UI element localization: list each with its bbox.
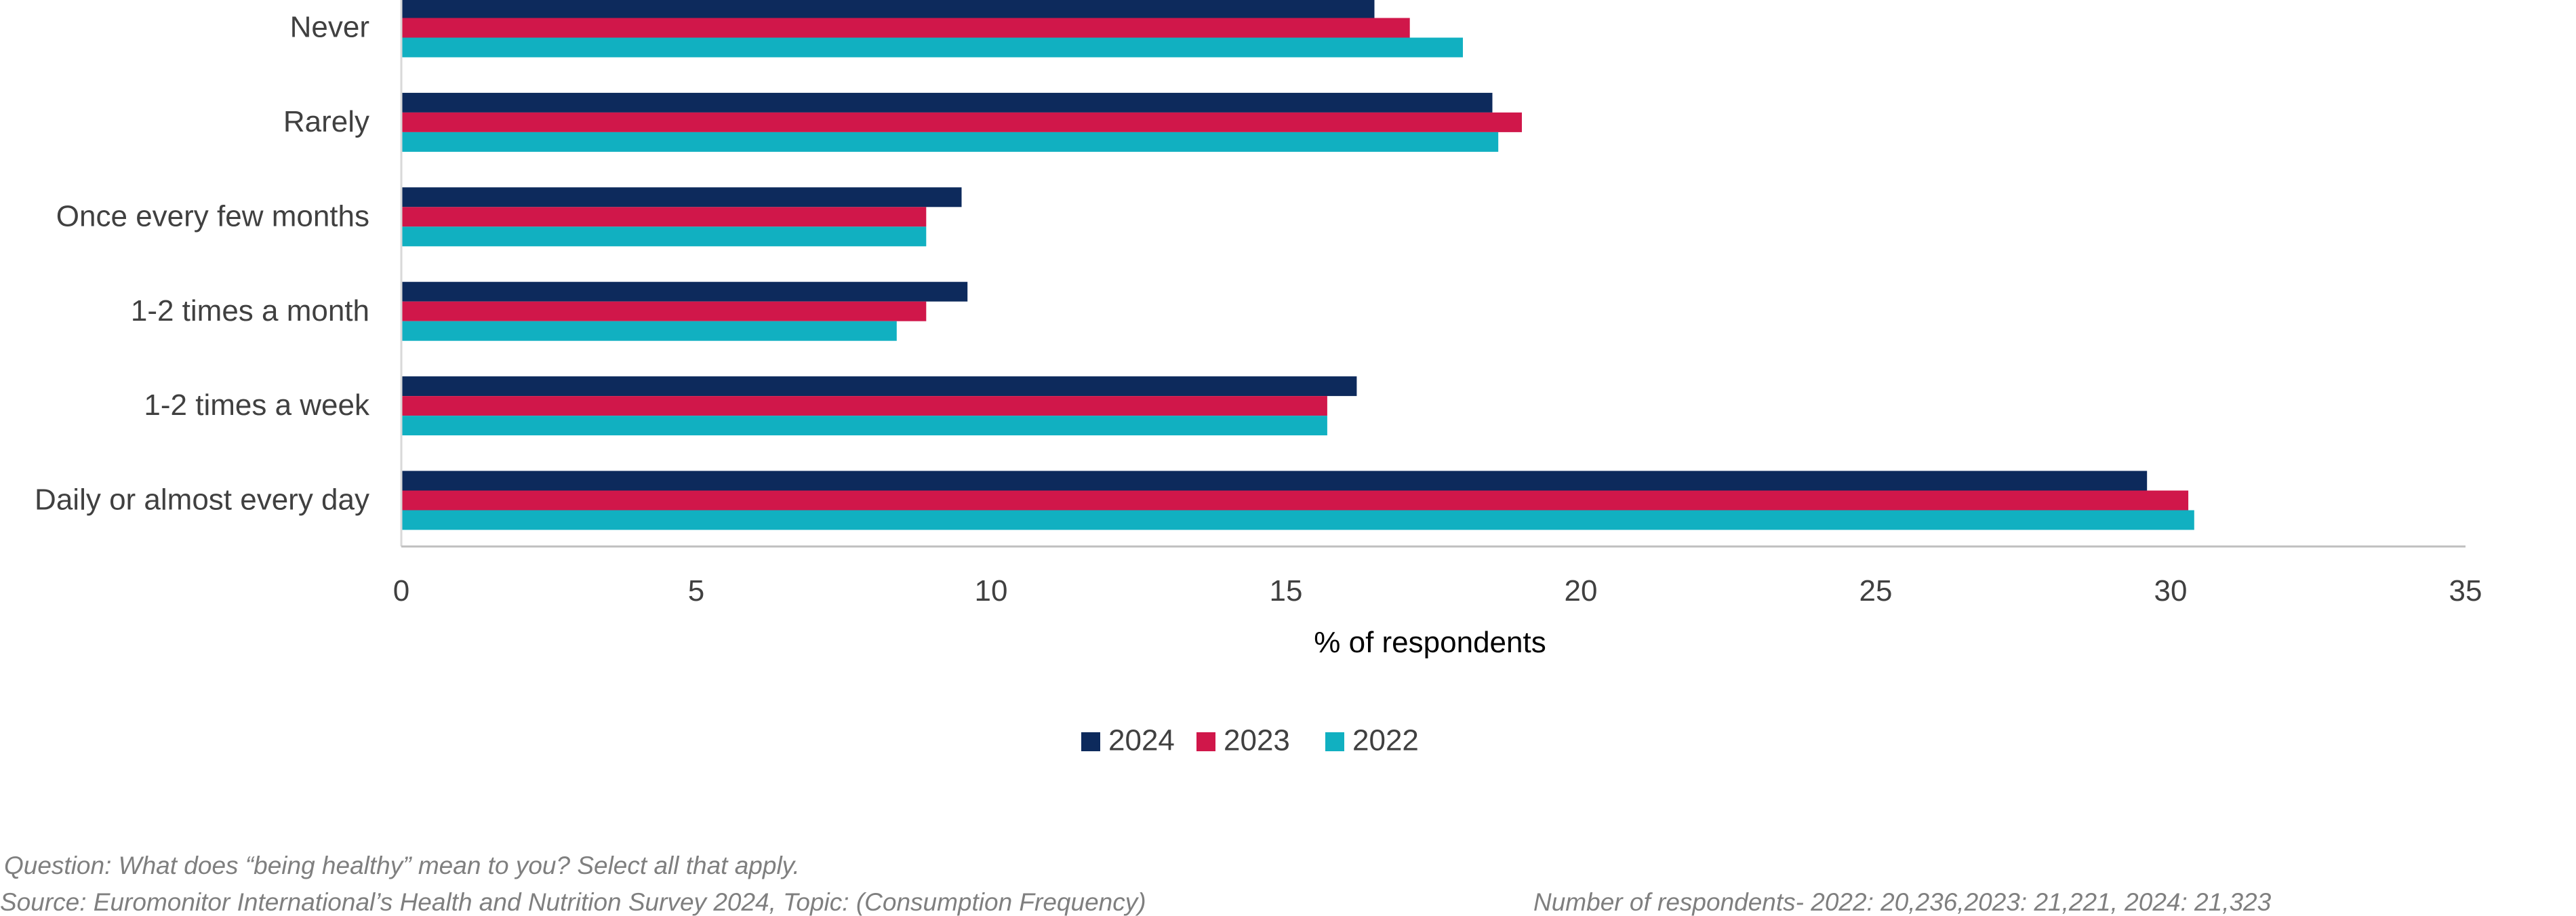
question-note: Question: What does “being healthy” mean… — [4, 852, 800, 879]
legend-label: 2023 — [1224, 724, 1290, 757]
x-tick-label: 35 — [2449, 574, 2482, 608]
bar-2022 — [401, 132, 1499, 152]
legend-label: 2024 — [1108, 724, 1175, 757]
bar-2022 — [401, 510, 2194, 530]
bar-2023 — [401, 207, 927, 227]
bar-2024 — [401, 471, 2148, 491]
source-note: Source: Euromonitor International’s Heal… — [0, 888, 1146, 916]
x-axis-title: % of respondents — [1314, 626, 1546, 659]
category-label: Never — [290, 11, 369, 44]
bar-2022 — [401, 416, 1327, 436]
respondents-note: Number of respondents- 2022: 20,236,2023… — [1533, 888, 2272, 916]
bar-2022 — [401, 321, 897, 341]
legend-swatch-2023 — [1196, 732, 1215, 751]
category-label: 1-2 times a month — [131, 294, 369, 327]
bar-2022 — [401, 37, 1463, 58]
x-tick-label: 10 — [975, 574, 1008, 608]
bar-2023 — [401, 396, 1327, 416]
legend-label: 2022 — [1352, 724, 1419, 757]
x-tick-label: 20 — [1565, 574, 1598, 608]
bar-2023 — [401, 112, 1522, 132]
bar-2024 — [401, 92, 1493, 113]
bar-2022 — [401, 226, 927, 247]
bar-2023 — [401, 18, 1410, 38]
legend-swatch-2022 — [1325, 732, 1344, 751]
x-tick-label: 25 — [1859, 574, 1893, 608]
legend-swatch-2024 — [1081, 732, 1100, 751]
bar-2023 — [401, 301, 927, 321]
category-label: Daily or almost every day — [35, 483, 369, 517]
bar-2024 — [401, 281, 968, 302]
category-label: 1-2 times a week — [144, 389, 370, 422]
category-label: Rarely — [283, 105, 369, 138]
x-tick-label: 15 — [1270, 574, 1303, 608]
x-tick-label: 30 — [2154, 574, 2188, 608]
x-tick-label: 5 — [688, 574, 704, 608]
bar-2024 — [401, 376, 1357, 397]
bar-2024 — [401, 187, 962, 207]
bar-2024 — [401, 0, 1375, 18]
category-label: Once every few months — [56, 199, 369, 233]
x-tick-label: 0 — [393, 574, 409, 608]
bar-2023 — [401, 490, 2189, 511]
